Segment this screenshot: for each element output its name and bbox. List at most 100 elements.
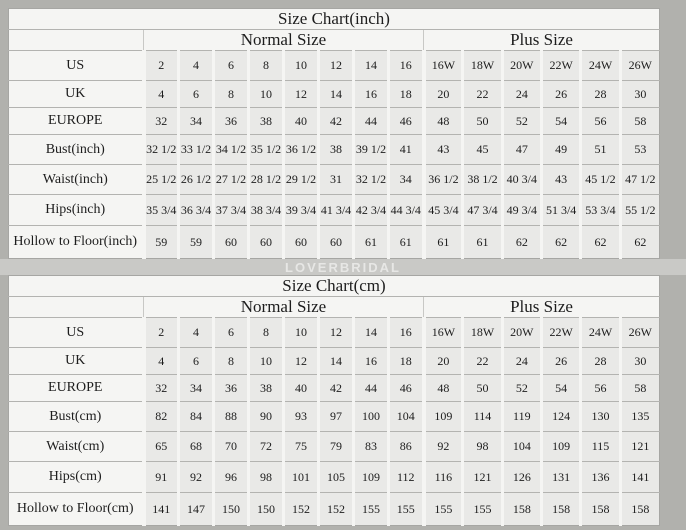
size-value-cell: 26 <box>539 80 581 108</box>
size-value-cell: 18W <box>461 317 503 348</box>
size-value-cell: 119 <box>500 401 542 432</box>
size-value-cell: 26W <box>618 50 660 81</box>
size-value-cell: 12 <box>282 347 319 375</box>
size-value-cell: 55 1/2 <box>618 194 660 226</box>
size-value-cell: 10 <box>247 347 284 375</box>
size-value-cell: 14 <box>317 80 354 108</box>
size-value-cell: 96 <box>212 461 249 493</box>
size-value-cell: 84 <box>177 401 214 432</box>
size-value-cell: 4 <box>177 50 214 81</box>
size-value-cell: 54 <box>539 374 581 402</box>
size-value-cell: 16 <box>352 347 389 375</box>
row-label-waist-inch: Waist(inch) <box>8 164 144 195</box>
table-title: Size Chart(cm) <box>8 275 660 297</box>
size-value-cell: 49 <box>539 134 581 165</box>
size-value-cell: 32 <box>141 374 179 402</box>
size-value-cell: 70 <box>212 431 249 462</box>
size-value-cell: 105 <box>317 461 354 493</box>
size-value-cell: 83 <box>352 431 389 462</box>
size-value-cell: 92 <box>421 431 463 462</box>
size-value-cell: 56 <box>579 107 621 135</box>
size-value-cell: 45 3/4 <box>421 194 463 226</box>
size-value-cell: 54 <box>539 107 581 135</box>
size-value-cell: 158 <box>618 492 660 526</box>
size-value-cell: 36 3/4 <box>177 194 214 226</box>
size-value-cell: 46 <box>387 374 424 402</box>
size-value-cell: 135 <box>618 401 660 432</box>
size-value-cell: 37 3/4 <box>212 194 249 226</box>
size-value-cell: 12 <box>317 50 354 81</box>
size-value-cell: 152 <box>317 492 354 526</box>
size-value-cell: 130 <box>579 401 621 432</box>
size-value-cell: 61 <box>352 225 389 259</box>
row-label-bust-inch: Bust(inch) <box>8 134 144 165</box>
size-value-cell: 6 <box>177 80 214 108</box>
size-value-cell: 82 <box>141 401 179 432</box>
size-value-cell: 50 <box>461 374 503 402</box>
table-row: Hips(cm) 91 92 96 98 101 105 109 112 116 121 126 131… <box>8 461 660 493</box>
size-value-cell: 56 <box>579 374 621 402</box>
size-value-cell: 158 <box>579 492 621 526</box>
size-value-cell: 126 <box>500 461 542 493</box>
size-value-cell: 116 <box>421 461 463 493</box>
row-label-hollow-to-floor-cm: Hollow to Floor(cm) <box>8 492 144 526</box>
size-value-cell: 24W <box>579 317 621 348</box>
size-value-cell: 61 <box>421 225 463 259</box>
row-label-hips-inch: Hips(inch) <box>8 194 144 226</box>
size-value-cell: 98 <box>461 431 503 462</box>
size-value-cell: 93 <box>282 401 319 432</box>
table-row: UK 4 6 8 10 12 14 16 18 20 22 24 26 28 30 <box>8 80 660 108</box>
row-label-europe: EUROPE <box>8 374 144 402</box>
size-value-cell: 59 <box>141 225 179 259</box>
size-value-cell: 4 <box>141 80 179 108</box>
size-value-cell: 16 <box>387 317 424 348</box>
size-value-cell: 8 <box>247 50 284 81</box>
size-value-cell: 109 <box>421 401 463 432</box>
size-value-cell: 79 <box>317 431 354 462</box>
size-value-cell: 61 <box>461 225 503 259</box>
size-value-cell: 10 <box>282 317 319 348</box>
table-row: Waist(cm) 65 68 70 72 75 79 83 86 92 98 104 109 115 12… <box>8 431 660 462</box>
size-value-cell: 109 <box>352 461 389 493</box>
size-value-cell: 34 <box>387 164 424 195</box>
size-value-cell: 30 <box>618 80 660 108</box>
size-value-cell: 136 <box>579 461 621 493</box>
size-value-cell: 10 <box>282 50 319 81</box>
size-value-cell: 112 <box>387 461 424 493</box>
size-value-cell: 72 <box>247 431 284 462</box>
size-value-cell: 12 <box>282 80 319 108</box>
table-row: Bust(inch) 32 1/2 33 1/2 34 1/2 35 1/2 36 1/2… <box>8 134 660 165</box>
size-value-cell: 60 <box>282 225 319 259</box>
table-row: EUROPE 32 34 36 38 40 42 44 46 48 50 52 54 56 58 <box>8 107 660 135</box>
size-value-cell: 53 <box>618 134 660 165</box>
row-label-uk: UK <box>8 80 144 108</box>
size-value-cell: 75 <box>282 431 319 462</box>
watermark-text: LOVERBRIDAL <box>285 259 401 275</box>
size-value-cell: 47 1/2 <box>618 164 660 195</box>
size-value-cell: 44 <box>352 374 389 402</box>
size-value-cell: 38 3/4 <box>247 194 284 226</box>
size-value-cell: 50 <box>461 107 503 135</box>
size-value-cell: 158 <box>500 492 542 526</box>
table-row: Bust(cm) 82 84 88 90 93 97 100 104 109 114 119 124 13… <box>8 401 660 432</box>
row-label-bust-cm: Bust(cm) <box>8 401 144 432</box>
size-value-cell: 45 1/2 <box>579 164 621 195</box>
size-value-cell: 92 <box>177 461 214 493</box>
between-tables-band: LOVERBRIDAL <box>0 259 686 275</box>
size-value-cell: 42 <box>317 374 354 402</box>
plus-size-header: Plus Size <box>423 29 660 51</box>
size-value-cell: 34 <box>177 107 214 135</box>
size-value-cell: 8 <box>247 317 284 348</box>
size-value-cell: 114 <box>461 401 503 432</box>
size-value-cell: 14 <box>317 347 354 375</box>
size-value-cell: 38 <box>317 134 354 165</box>
size-value-cell: 8 <box>212 80 249 108</box>
size-value-cell: 38 1/2 <box>461 164 503 195</box>
size-value-cell: 35 3/4 <box>141 194 179 226</box>
size-value-cell: 25 1/2 <box>141 164 179 195</box>
table-row: Waist(inch) 25 1/2 26 1/2 27 1/2 28 1/2 29 1/… <box>8 164 660 195</box>
size-value-cell: 26W <box>618 317 660 348</box>
size-value-cell: 30 <box>618 347 660 375</box>
size-value-cell: 49 3/4 <box>500 194 542 226</box>
